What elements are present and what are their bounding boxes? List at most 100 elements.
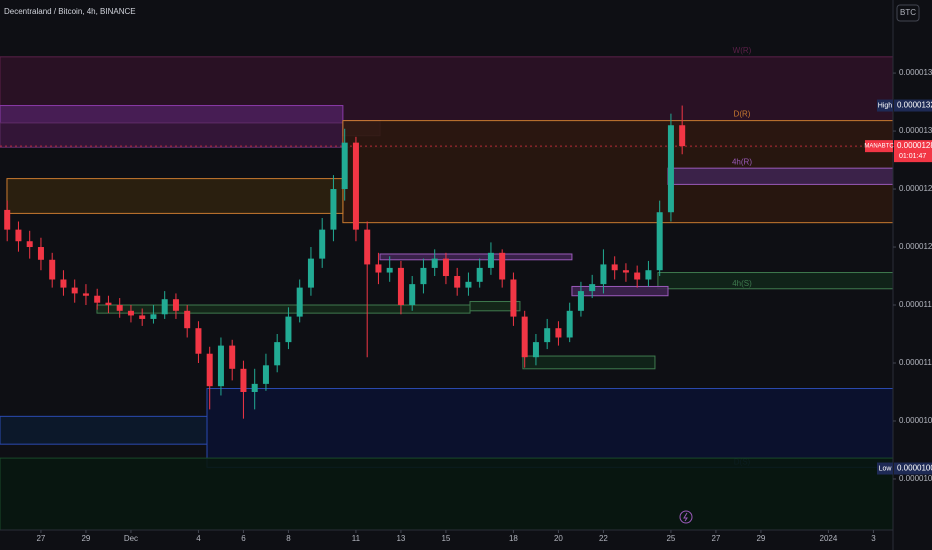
currency[interactable]: BTC: [900, 8, 916, 17]
candle-body: [499, 252, 506, 280]
countdown: 01:01:47: [899, 153, 926, 160]
candle-body: [577, 291, 584, 311]
x-tick-label: 20: [554, 534, 563, 543]
candle-body: [26, 241, 33, 248]
high-tag-box: [894, 99, 932, 112]
candle-body: [37, 247, 44, 260]
candle-body: [420, 267, 427, 285]
x-tick-label: Dec: [124, 534, 138, 543]
current-price: 0.00001287: [897, 141, 932, 150]
candle-body: [442, 258, 449, 277]
x-tick-label: 22: [599, 534, 608, 543]
candle-body: [82, 293, 89, 296]
candle-body: [94, 295, 101, 303]
candle-body: [150, 314, 157, 319]
candle-body: [622, 270, 629, 273]
zone: [0, 105, 344, 124]
zone: [469, 301, 521, 312]
y-tick-label: 0.00001000: [899, 474, 932, 483]
candle-body: [60, 279, 67, 288]
candle-body: [307, 258, 314, 288]
candle-body: [274, 342, 281, 366]
low-tag-box: [894, 462, 932, 475]
candle-body: [319, 229, 326, 259]
candle-body: [645, 270, 652, 280]
candle-body: [229, 345, 236, 369]
x-tick-label: 27: [711, 534, 720, 543]
currency-box[interactable]: [896, 4, 920, 22]
candle-body: [330, 189, 337, 230]
candle-body: [409, 284, 416, 306]
candle-body: [161, 299, 168, 315]
y-tick-label: 0.00001050: [899, 416, 932, 425]
candle-body: [375, 264, 382, 273]
current-price-box: [894, 140, 932, 163]
x-tick-label: 2024: [820, 534, 838, 543]
candle-body: [679, 125, 686, 147]
candle-body: [386, 267, 393, 273]
candle-body: [510, 279, 517, 317]
high-tag-name-box: [877, 99, 893, 112]
candle-body: [105, 302, 112, 306]
candle-body: [544, 328, 551, 343]
x-tick-label: 11: [352, 534, 361, 543]
candle-body: [521, 316, 528, 358]
x-tick-label: 15: [441, 534, 450, 543]
candle-body: [240, 368, 247, 392]
candle-body: [206, 353, 213, 387]
y-tick-label: 0.00001200: [899, 242, 932, 251]
plot: W(R)D(R)4h(R)4h(S)D(S): [0, 46, 894, 531]
candle-body: [172, 299, 179, 311]
event-icon-bolt: [683, 512, 688, 522]
zone: [0, 415, 208, 445]
x-tick-label: 13: [396, 534, 405, 543]
candle-body: [589, 284, 596, 292]
candle-body: [476, 267, 483, 282]
zone: [0, 122, 344, 148]
candle-body: [487, 252, 494, 268]
zone: [571, 285, 669, 297]
zone-label: 4h(R): [732, 157, 752, 166]
candle-body: [49, 259, 56, 280]
candle-body: [532, 342, 539, 358]
high-tag-value: 0.00001322: [897, 101, 932, 110]
candle-body: [611, 264, 618, 271]
zone: [0, 457, 894, 531]
candle-body: [465, 281, 472, 288]
candle-body: [251, 383, 258, 392]
candle-body: [116, 305, 123, 311]
zone-label: 4h(S): [732, 279, 752, 288]
y-tick-label: 0.00001150: [899, 300, 932, 309]
y-tick-label: 0.00001350: [899, 68, 932, 77]
candle-body: [15, 229, 22, 242]
zone: [657, 272, 894, 290]
y-tick-label: 0.00001300: [899, 126, 932, 135]
candle-body: [364, 229, 371, 265]
candle-body: [71, 287, 78, 294]
high-tag-name: High: [878, 102, 893, 109]
x-tick-label: 6: [241, 534, 246, 543]
x-tick-label: 8: [286, 534, 291, 543]
candle-body: [667, 125, 674, 213]
zone: [667, 167, 894, 185]
candle-body: [139, 315, 146, 319]
symbol: MANABTC: [864, 144, 894, 150]
low-tag-name-box: [877, 462, 893, 475]
candle-body: [217, 345, 224, 387]
x-tick-label: 18: [509, 534, 518, 543]
event-icon[interactable]: [679, 510, 693, 524]
candle-body: [634, 272, 641, 280]
y-tick-label: 0.00001250: [899, 184, 932, 193]
low-tag-name: Low: [879, 465, 893, 472]
candle-body: [285, 316, 292, 343]
zone: [379, 253, 573, 261]
zone-label: D(R): [734, 110, 751, 119]
x-tick-label: 27: [36, 534, 45, 543]
candle-body: [4, 209, 11, 230]
x-tick-label: 4: [196, 534, 201, 543]
candle-body: [195, 328, 202, 354]
zone: [6, 178, 344, 214]
y-tick-label: 0.00001100: [899, 358, 932, 367]
candle-body: [341, 142, 348, 190]
